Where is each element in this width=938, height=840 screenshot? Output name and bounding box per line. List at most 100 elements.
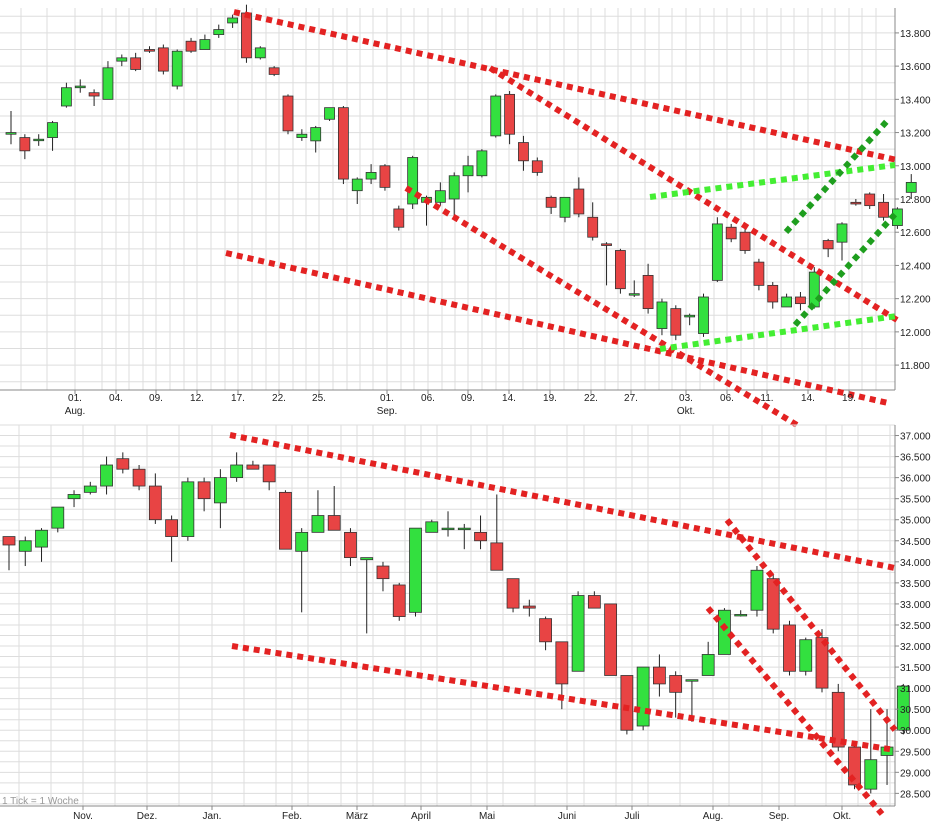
- candle-up: [295, 528, 309, 613]
- candle-body: [246, 464, 260, 470]
- candle-down: [282, 94, 294, 135]
- x-tick-label: Aug.: [703, 811, 724, 822]
- y-tick-label: 36.000: [900, 474, 931, 485]
- candle-up: [559, 196, 571, 223]
- candle-body: [539, 618, 552, 643]
- candle-up: [425, 519, 439, 533]
- candle-body: [555, 641, 569, 685]
- candle-up: [896, 683, 910, 735]
- candle-body: [864, 193, 876, 207]
- y-tick-label: 13.400: [900, 95, 931, 106]
- candle-body: [750, 569, 764, 611]
- candle-down: [848, 742, 861, 790]
- candle-up: [836, 222, 848, 261]
- candle-body: [701, 654, 715, 676]
- tick-interval-note: 1 Tick = 1 Woche: [2, 796, 79, 807]
- trendline: [792, 209, 900, 328]
- candle-body: [279, 491, 292, 550]
- candle-down: [604, 603, 618, 676]
- candle-down: [88, 89, 100, 106]
- x-tick-label: Nov.: [73, 811, 93, 822]
- candle-down: [642, 263, 654, 314]
- candle-body: [213, 477, 227, 504]
- candle-body: [783, 624, 796, 672]
- candle-body: [148, 485, 162, 521]
- candle-body: [831, 691, 845, 748]
- daily-candlestick-chart: 11.800 12.000 12.200 12.400 12.600 12.800 13.0…: [0, 4, 931, 428]
- candle-down: [587, 591, 601, 609]
- candle-body: [476, 150, 488, 177]
- candle-up: [864, 709, 878, 794]
- candle-up: [462, 155, 474, 193]
- x-tick-label: 03.: [679, 393, 693, 404]
- candle-down: [653, 654, 666, 697]
- trendline: [649, 162, 896, 200]
- candle-body: [88, 92, 100, 97]
- candle-body: [61, 87, 72, 107]
- x-tick-label: Juli: [624, 811, 639, 822]
- candle-body: [376, 565, 390, 580]
- candle-body: [718, 609, 731, 655]
- candle-body: [171, 50, 183, 87]
- x-tick-label: Juni: [558, 811, 576, 822]
- candle-up: [718, 608, 731, 655]
- candle-down: [587, 202, 599, 241]
- candle-up: [360, 557, 374, 634]
- candle-down: [783, 620, 796, 676]
- candle-body: [490, 542, 504, 571]
- x-tick-label: 22.: [272, 393, 286, 404]
- daily-y-axis: 11.800 12.000 12.200 12.400 12.600 12.800 13.0…: [895, 29, 931, 372]
- candle-body: [310, 127, 322, 142]
- candle-down: [601, 242, 612, 286]
- candle-body: [116, 458, 130, 470]
- candle-up: [61, 82, 72, 108]
- candle-down: [615, 248, 626, 294]
- candle-body: [262, 464, 276, 483]
- candle-up: [230, 452, 244, 482]
- candle-body: [324, 107, 335, 120]
- candle-down: [197, 477, 211, 512]
- candle-body: [573, 188, 585, 215]
- candle-up: [490, 94, 502, 138]
- candle-up: [181, 477, 195, 541]
- candle-up: [434, 182, 446, 206]
- candle-down: [518, 135, 529, 171]
- candle-body: [448, 175, 460, 200]
- weekly-y-axis: 28.500 29.000 29.500 30.000 30.500 31.000 31.5…: [895, 432, 931, 800]
- x-tick-month-label: Aug.: [65, 406, 86, 417]
- candle-body: [462, 165, 474, 177]
- candle-up: [213, 469, 227, 529]
- trendline: [705, 606, 885, 816]
- candle-down: [850, 199, 862, 206]
- candle-body: [379, 165, 391, 188]
- x-tick-label: 14.: [801, 393, 815, 404]
- candle-down: [262, 464, 276, 491]
- daily-x-axis: 01. Aug. 04. 09. 12. 17. 22. 25. 01. Sep. 06. 09. 14…: [65, 390, 856, 417]
- candle-down: [2, 536, 16, 571]
- candle-down: [132, 464, 146, 491]
- candle-up: [799, 637, 813, 676]
- y-tick-label: 29.500: [900, 747, 931, 758]
- y-tick-label: 12.000: [900, 328, 931, 339]
- y-tick-label: 28.500: [900, 789, 931, 800]
- candle-body: [506, 578, 520, 609]
- candle-body: [351, 178, 363, 192]
- candle-body: [185, 40, 197, 52]
- candle-body: [19, 137, 31, 152]
- candle-body: [781, 296, 792, 308]
- candle-down: [766, 574, 780, 634]
- trendline: [233, 9, 898, 163]
- candle-body: [604, 603, 618, 676]
- x-tick-label: 01.: [68, 393, 82, 404]
- candle-down: [279, 490, 292, 550]
- candle-body: [795, 296, 806, 305]
- candle-body: [767, 284, 779, 303]
- candle-body: [734, 614, 748, 617]
- candle-up: [47, 120, 58, 151]
- candle-body: [344, 531, 357, 559]
- y-tick-label: 34.000: [900, 558, 931, 569]
- y-tick-label: 12.600: [900, 228, 931, 239]
- candle-body: [181, 481, 195, 537]
- y-tick-label: 12.400: [900, 261, 931, 272]
